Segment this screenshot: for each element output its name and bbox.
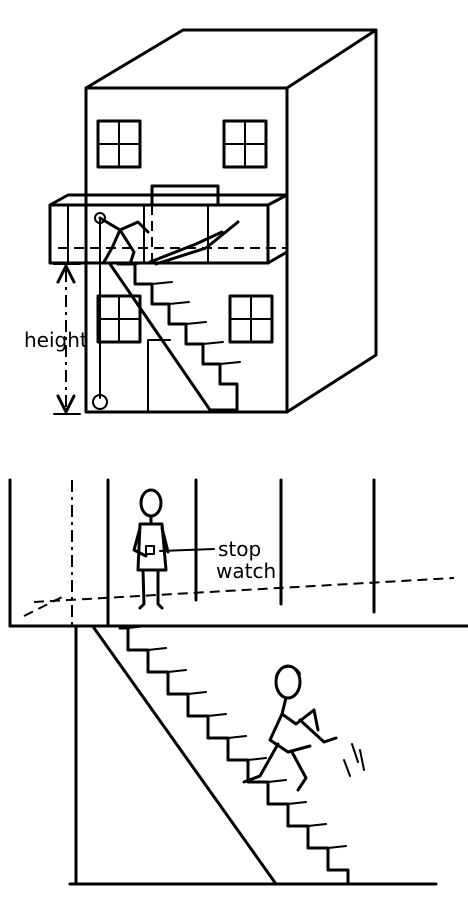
stop-label: stop: [218, 537, 261, 561]
balcony: [48, 203, 270, 265]
window-lower-right: [228, 294, 274, 344]
building-side-face: [285, 28, 378, 414]
person-on-balcony: [98, 216, 240, 266]
bottom-staircase: [118, 626, 350, 886]
height-arrow: [53, 263, 81, 415]
height-label: height: [24, 328, 88, 352]
building-top-face: [84, 28, 378, 90]
window-upper-left: [96, 119, 142, 169]
building-front-face: [84, 86, 289, 414]
timer-person: [132, 488, 170, 610]
stopwatch-figure: stop watch: [8, 478, 468, 886]
stopwatch-pointer: [159, 548, 215, 552]
balcony-door: [150, 184, 220, 207]
watch-label: watch: [216, 559, 276, 583]
building-figure: height: [24, 28, 378, 415]
window-lower-left: [96, 294, 142, 344]
runner: [242, 664, 365, 792]
top-staircase: [116, 262, 239, 412]
plumb-weight: [92, 394, 108, 410]
window-upper-right: [222, 119, 268, 169]
